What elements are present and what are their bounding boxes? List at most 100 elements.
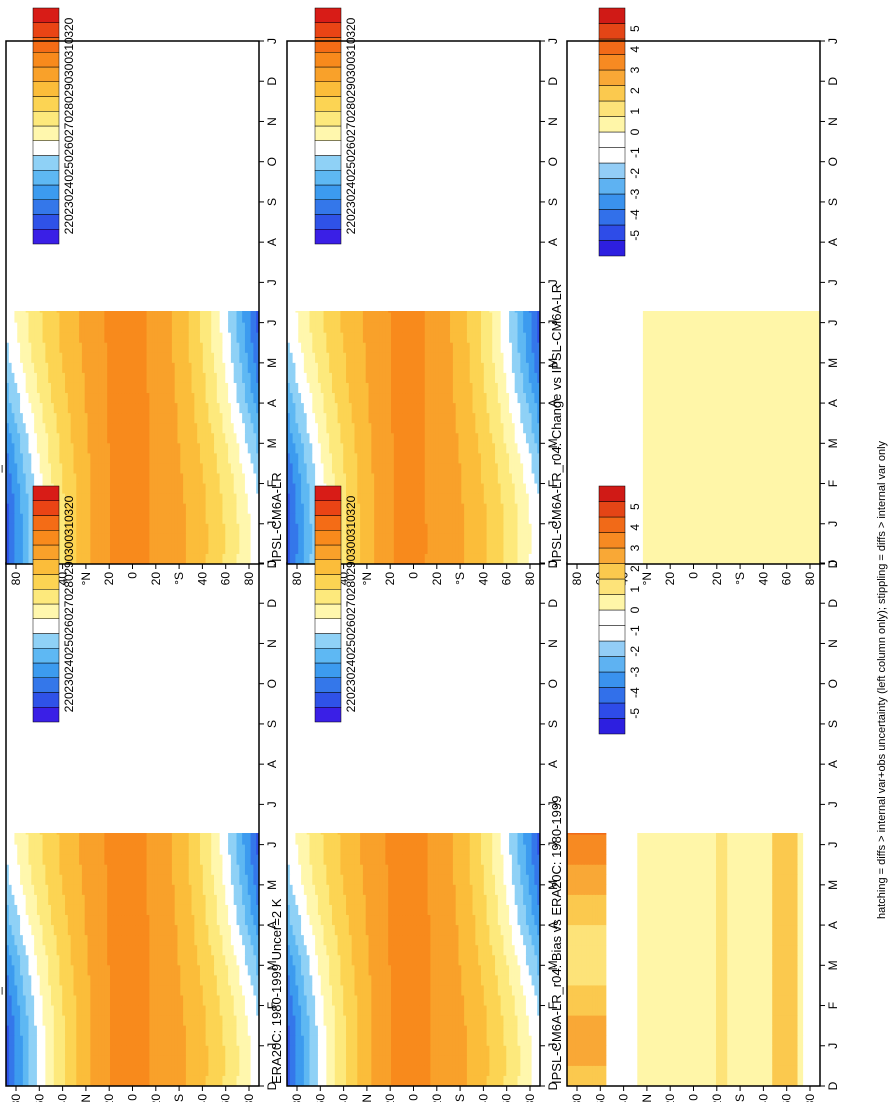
- heatmap-cell: [760, 954, 765, 966]
- heatmap-cell: [654, 683, 657, 694]
- heatmap-cell: [797, 1025, 801, 1036]
- heatmap-cell: [783, 833, 787, 835]
- heatmap-cell: [583, 974, 588, 986]
- colorbar-cell: [598, 23, 626, 40]
- heatmap-cell: [758, 713, 761, 724]
- heatmap-cell: [705, 663, 708, 674]
- heatmap-cell: [791, 934, 796, 946]
- heatmap-cell: [713, 874, 717, 885]
- heatmap-cell: [798, 744, 801, 755]
- heatmap-cell: [791, 974, 796, 986]
- heatmap-cell: [730, 683, 733, 694]
- heatmap-cell: [676, 934, 680, 946]
- heatmap-cell: [727, 914, 731, 926]
- heatmap-cell: [668, 723, 671, 734]
- heatmap-cell: [744, 663, 747, 674]
- heatmap-cell: [783, 683, 786, 694]
- heatmap-cell: [690, 884, 695, 895]
- heatmap-cell: [736, 764, 739, 775]
- heatmap-cell: [597, 914, 602, 926]
- heatmap-cell: [727, 663, 730, 674]
- heatmap-cell: [789, 703, 792, 714]
- heatmap-cell: [578, 804, 581, 815]
- heatmap-cell: [597, 994, 602, 1006]
- heatmap-cell: [679, 673, 682, 684]
- heatmap-cell: [628, 864, 633, 875]
- heatmap-cell: [775, 764, 778, 775]
- heatmap-cell: [769, 854, 773, 865]
- heatmap-cell: [583, 894, 588, 905]
- heatmap-cell: [702, 723, 705, 734]
- heatmap-cell: [733, 733, 736, 744]
- heatmap-cell: [758, 703, 761, 714]
- heatmap-cell: [662, 844, 666, 855]
- heatmap-cell: [741, 884, 745, 895]
- heatmap-cell: [649, 744, 652, 755]
- heatmap-cell: [806, 814, 809, 825]
- heatmap-cell: [811, 954, 815, 966]
- heatmap-cell: [614, 1035, 619, 1046]
- heatmap-cell: [803, 764, 806, 775]
- heatmap-cell: [808, 984, 813, 996]
- heatmap-cell: [747, 713, 750, 724]
- heatmap-cell: [735, 894, 739, 905]
- heatmap-cell: [800, 683, 803, 694]
- panel-change-1: DJFMAMJJASONDJ806040°N20020°S406080IPSL-…: [549, 38, 840, 585]
- heatmap-cell: [795, 713, 798, 724]
- heatmap-cell: [803, 744, 806, 755]
- heatmap-cell: [812, 613, 815, 624]
- heatmap-cell: [732, 994, 737, 1006]
- colorbar-cell: [598, 224, 626, 241]
- heatmap-cell: [595, 683, 598, 694]
- heatmap-cell: [578, 794, 581, 805]
- heatmap-cell: [569, 1075, 574, 1086]
- heatmap-cell: [755, 593, 758, 604]
- heatmap-cell: [592, 703, 595, 714]
- heatmap-cell: [747, 603, 750, 614]
- heatmap-cell: [640, 894, 644, 905]
- heatmap-cell: [730, 944, 734, 956]
- heatmap-cell: [679, 733, 682, 744]
- heatmap-cell: [646, 723, 649, 734]
- heatmap-cell: [676, 994, 680, 1006]
- heatmap-cell: [592, 854, 596, 865]
- heatmap-cell: [738, 884, 742, 895]
- heatmap-cell: [758, 633, 761, 644]
- heatmap-cell: [586, 964, 590, 976]
- heatmap-cell: [642, 854, 647, 865]
- heatmap-cell: [637, 904, 641, 916]
- heatmap-cell: [800, 804, 803, 815]
- heatmap-cell: [710, 864, 714, 875]
- heatmap-cell: [690, 1065, 695, 1076]
- heatmap-cell: [694, 683, 697, 694]
- heatmap-cell: [581, 1065, 585, 1076]
- heatmap-cell: [735, 1025, 739, 1036]
- heatmap-cell: [640, 1025, 644, 1036]
- heatmap-cell: [628, 874, 633, 885]
- heatmap-cell: [710, 784, 713, 795]
- heatmap-cell: [701, 1075, 706, 1086]
- heatmap-cell: [665, 874, 669, 885]
- heatmap-cell: [691, 744, 694, 755]
- heatmap-cell: [614, 1065, 619, 1076]
- heatmap-cell: [679, 543, 683, 554]
- heatmap-cell: [732, 974, 737, 986]
- heatmap-cell: [663, 713, 666, 724]
- heatmap-cell: [772, 713, 775, 724]
- heatmap-cell: [803, 623, 806, 634]
- heatmap-cell: [806, 643, 809, 654]
- heatmap-cell: [789, 603, 792, 614]
- heatmap-cell: [766, 924, 770, 936]
- heatmap-cell: [704, 854, 709, 865]
- heatmap-cell: [643, 703, 646, 714]
- heatmap-cell: [727, 804, 730, 815]
- heatmap-cell: [812, 643, 815, 654]
- heatmap-cell: [651, 1055, 655, 1066]
- heatmap-cell: [671, 964, 675, 976]
- heatmap-cell: [750, 774, 753, 785]
- heatmap-cell: [744, 1025, 748, 1036]
- heatmap-cell: [665, 683, 668, 694]
- heatmap-cell: [738, 754, 741, 765]
- lat-tick-label: 40: [617, 1094, 631, 1102]
- heatmap-cell: [744, 713, 747, 724]
